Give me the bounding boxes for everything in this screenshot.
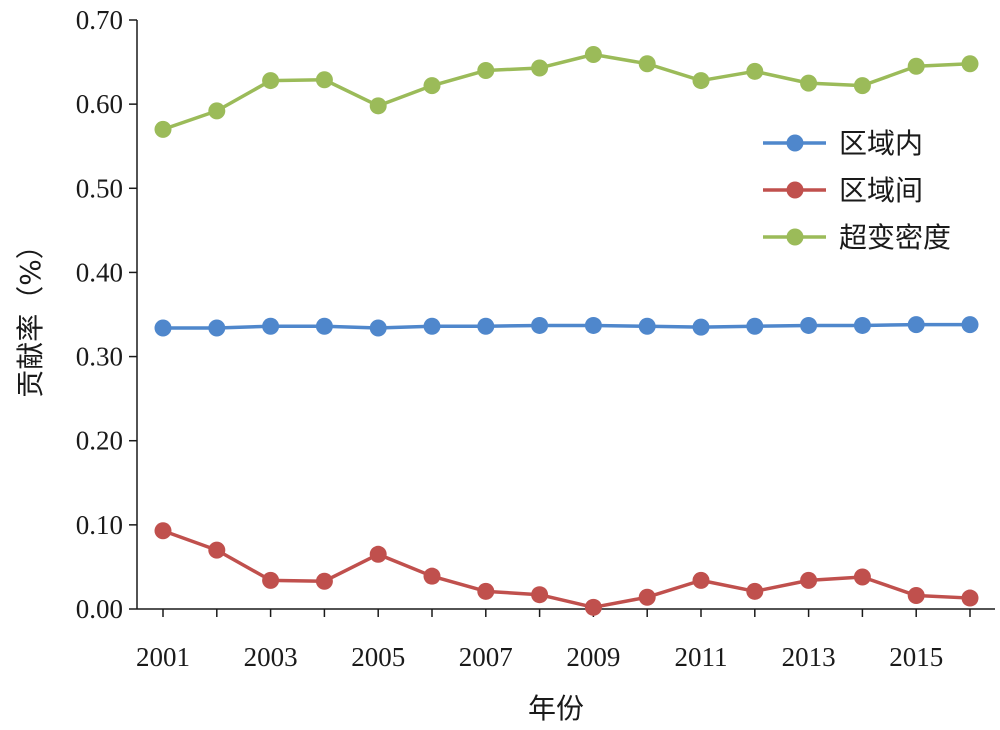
- data-point: [907, 57, 925, 75]
- data-point: [423, 77, 441, 95]
- data-point: [477, 582, 495, 600]
- data-point: [531, 316, 549, 334]
- y-axis-title: 贡献率（%）: [14, 231, 47, 398]
- x-tick-label: 2011: [675, 642, 728, 672]
- data-point: [907, 316, 925, 334]
- data-point: [477, 61, 495, 79]
- x-tick-label: 2009: [566, 642, 620, 672]
- data-point: [853, 316, 871, 334]
- data-point: [638, 55, 656, 73]
- data-point: [369, 319, 387, 337]
- data-point: [638, 317, 656, 335]
- series-3: [154, 45, 979, 138]
- y-tick-label: 0.40: [76, 257, 123, 287]
- data-point: [853, 568, 871, 586]
- legend-item: 区域内: [763, 127, 923, 160]
- legend-item: 超变密度: [763, 221, 951, 254]
- data-point: [477, 317, 495, 335]
- x-tick-label: 2005: [351, 642, 405, 672]
- data-point: [315, 572, 333, 590]
- data-point: [208, 319, 226, 337]
- x-tick-label: 2007: [459, 642, 513, 672]
- data-point: [692, 318, 710, 336]
- series-line: [163, 322, 970, 330]
- legend-marker: [786, 181, 804, 199]
- data-point: [531, 586, 549, 604]
- data-point: [423, 317, 441, 335]
- data-point: [423, 567, 441, 585]
- y-tick-label: 0.20: [76, 426, 123, 456]
- data-point: [584, 45, 602, 63]
- data-point: [800, 316, 818, 334]
- legend-item: 区域间: [763, 174, 923, 207]
- data-point: [584, 316, 602, 334]
- data-point: [638, 588, 656, 606]
- legend-label: 区域内: [839, 127, 923, 160]
- x-tick-label: 2003: [244, 642, 298, 672]
- data-point: [692, 571, 710, 589]
- data-point: [369, 545, 387, 563]
- data-point: [208, 102, 226, 120]
- data-point: [369, 97, 387, 115]
- y-tick-label: 0.50: [76, 173, 123, 203]
- legend-label: 区域间: [839, 174, 923, 207]
- data-point: [800, 571, 818, 589]
- data-point: [746, 582, 764, 600]
- data-point: [315, 317, 333, 335]
- data-point: [853, 77, 871, 95]
- data-point: [262, 317, 280, 335]
- y-tick-label: 0.70: [76, 5, 123, 35]
- x-tick-label: 2015: [889, 642, 943, 672]
- axes: 0.00 0.10 0.20 0.30 0.40 0.50 0.60 0.70 2001 2003…: [76, 5, 995, 672]
- series-1: [154, 316, 979, 337]
- data-point: [315, 71, 333, 89]
- series-2: [154, 522, 979, 616]
- data-point: [961, 589, 979, 607]
- data-point: [961, 316, 979, 334]
- data-point: [746, 62, 764, 80]
- data-point: [262, 571, 280, 589]
- y-tick-label: 0.30: [76, 342, 123, 372]
- data-point: [907, 587, 925, 605]
- data-point: [154, 522, 172, 540]
- data-point: [692, 72, 710, 90]
- data-point: [584, 598, 602, 616]
- series-line: [162, 52, 971, 132]
- data-point: [531, 59, 549, 77]
- y-tick-label: 0.10: [76, 510, 123, 540]
- series-layer: [154, 45, 979, 616]
- legend-marker: [786, 134, 804, 152]
- y-tick-label: 0.60: [76, 89, 123, 119]
- data-point: [262, 72, 280, 90]
- data-point: [961, 55, 979, 73]
- x-axis-title: 年份: [528, 692, 584, 725]
- series-line: [162, 529, 971, 610]
- data-point: [746, 317, 764, 335]
- y-tick-label: 0.00: [76, 594, 123, 624]
- data-point: [154, 319, 172, 337]
- x-tick-label: 2001: [136, 642, 190, 672]
- data-point: [154, 120, 172, 138]
- data-point: [208, 541, 226, 559]
- x-tick-label: 2013: [782, 642, 836, 672]
- legend-label: 超变密度: [839, 221, 951, 254]
- legend-marker: [786, 228, 804, 246]
- data-point: [800, 74, 818, 92]
